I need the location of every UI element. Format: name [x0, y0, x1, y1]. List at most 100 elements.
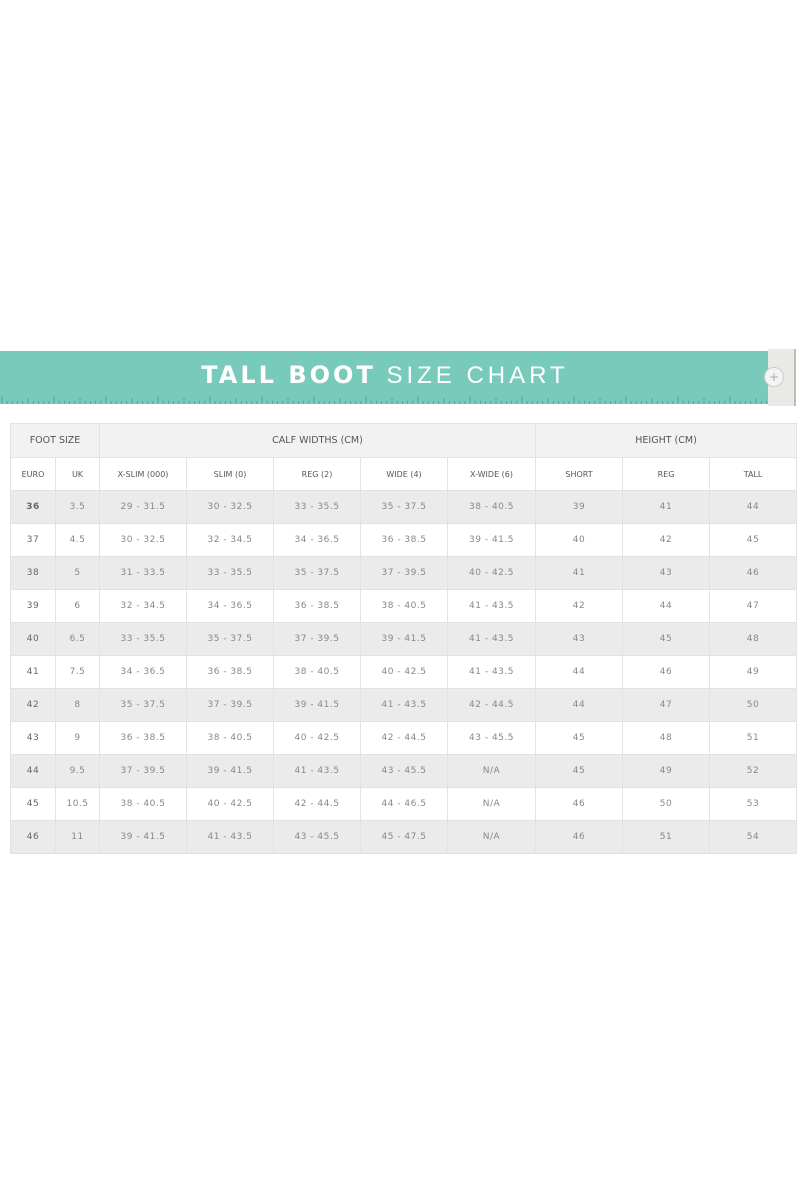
- table-cell: 39 - 41.5: [446, 523, 537, 557]
- table-cell: 41 - 43.5: [360, 688, 448, 722]
- table-cell: 47: [709, 589, 798, 623]
- table-row: 46 11 39 - 41.5 41 - 43.5 43 - 45.5 45 - 47.5…: [10, 820, 798, 854]
- table-cell: 36 - 38.5: [273, 589, 361, 623]
- ruler-end-tab: +: [764, 349, 796, 406]
- table-cell: 39 - 41.5: [273, 688, 361, 722]
- table-cell: 39: [10, 589, 56, 623]
- table-cell: 43 - 45.5: [273, 820, 361, 854]
- table-row: 43 9 36 - 38.5 38 - 40.5 40 - 42.5 42 - 44.5 4…: [10, 721, 798, 755]
- table-cell: 41 - 43.5: [446, 622, 537, 656]
- table-cell: 54: [709, 820, 798, 854]
- table-cell: 37: [10, 523, 56, 557]
- table-cell: 38 - 40.5: [99, 787, 187, 821]
- group-foot-size: FOOT SIZE: [10, 423, 100, 458]
- table-cell: 32 - 34.5: [186, 523, 274, 557]
- table-cell: 47: [622, 688, 711, 722]
- table-cell: 33 - 35.5: [273, 490, 361, 524]
- table-cell: 40: [10, 622, 56, 656]
- table-cell: 51: [709, 721, 798, 755]
- table-cell: 44: [622, 589, 711, 623]
- column-header: SHORT: [535, 457, 624, 491]
- table-cell: 9: [55, 721, 100, 755]
- table-cell: 46: [535, 787, 624, 821]
- table-cell: 43: [10, 721, 56, 755]
- column-header: SLIM (0): [186, 457, 274, 491]
- table-cell: 45: [10, 787, 56, 821]
- table-cell: 46: [709, 556, 798, 590]
- table-cell: 35 - 37.5: [186, 622, 274, 656]
- table-cell: 30 - 32.5: [99, 523, 187, 557]
- table-cell: 45: [622, 622, 711, 656]
- table-cell: 39: [535, 490, 624, 524]
- table-cell: N/A: [446, 754, 537, 788]
- table-cell: 36 - 38.5: [186, 655, 274, 689]
- table-row: 44 9.5 37 - 39.5 39 - 41.5 41 - 43.5 43 - 45.…: [10, 754, 798, 788]
- table-cell: 45: [709, 523, 798, 557]
- table-cell: 6.5: [55, 622, 100, 656]
- table-row: 36 3.5 29 - 31.5 30 - 32.5 33 - 35.5 35 - 37.…: [10, 490, 798, 524]
- table-cell: 29 - 31.5: [99, 490, 187, 524]
- table-cell: 46: [535, 820, 624, 854]
- table-cell: 41: [622, 490, 711, 524]
- table-cell: 40 - 42.5: [273, 721, 361, 755]
- table-cell: 35 - 37.5: [273, 556, 361, 590]
- table-cell: 41 - 43.5: [446, 589, 537, 623]
- table-cell: 4.5: [55, 523, 100, 557]
- table-cell: 34 - 36.5: [186, 589, 274, 623]
- table-cell: 36: [10, 490, 56, 524]
- table-cell: 41 - 43.5: [186, 820, 274, 854]
- table-cell: 42: [622, 523, 711, 557]
- title-bold: TALL BOOT: [201, 361, 376, 389]
- table-cell: 10.5: [55, 787, 100, 821]
- table-cell: 42: [10, 688, 56, 722]
- table-cell: 44: [10, 754, 56, 788]
- table-cell: 7.5: [55, 655, 100, 689]
- column-header: EURO: [10, 457, 56, 491]
- table-cell: 5: [55, 556, 100, 590]
- table-cell: 44: [535, 655, 624, 689]
- table-cell: 38 - 40.5: [273, 655, 361, 689]
- column-header: REG: [622, 457, 711, 491]
- table-cell: 40: [535, 523, 624, 557]
- table-row: 41 7.5 34 - 36.5 36 - 38.5 38 - 40.5 40 - 42.…: [10, 655, 798, 689]
- table-cell: 52: [709, 754, 798, 788]
- table-cell: 43 - 45.5: [360, 754, 448, 788]
- table-cell: 48: [622, 721, 711, 755]
- table-cell: 40 - 42.5: [186, 787, 274, 821]
- table-row: 39 6 32 - 34.5 34 - 36.5 36 - 38.5 38 - 40.5 4…: [10, 589, 798, 623]
- table-cell: 43: [622, 556, 711, 590]
- table-cell: 38 - 40.5: [446, 490, 537, 524]
- table-cell: 41: [10, 655, 56, 689]
- table-cell: N/A: [446, 787, 537, 821]
- plus-circle-icon: +: [764, 367, 784, 387]
- table-row: 45 10.5 38 - 40.5 40 - 42.5 42 - 44.5 44 - 46…: [10, 787, 798, 821]
- table-cell: 50: [709, 688, 798, 722]
- table-cell: 30 - 32.5: [186, 490, 274, 524]
- table-cell: 41 - 43.5: [446, 655, 537, 689]
- table-cell: 36 - 38.5: [360, 523, 448, 557]
- table-cell: 42 - 44.5: [273, 787, 361, 821]
- table-cell: 39 - 41.5: [186, 754, 274, 788]
- table-cell: 38: [10, 556, 56, 590]
- title-light: SIZE CHART: [386, 362, 569, 389]
- table-cell: 44: [535, 688, 624, 722]
- table-cell: 9.5: [55, 754, 100, 788]
- column-header: TALL: [709, 457, 798, 491]
- table-cell: 50: [622, 787, 711, 821]
- table-row: 42 8 35 - 37.5 37 - 39.5 39 - 41.5 41 - 43.5 4…: [10, 688, 798, 722]
- table-cell: 37 - 39.5: [186, 688, 274, 722]
- table-cell: 45: [535, 754, 624, 788]
- size-chart-banner: TALL BOOT SIZE CHART: [0, 351, 770, 404]
- table-cell: 37 - 39.5: [273, 622, 361, 656]
- table-cell: 44 - 46.5: [360, 787, 448, 821]
- table-cell: 11: [55, 820, 100, 854]
- table-cell: 41: [535, 556, 624, 590]
- table-cell: 37 - 39.5: [99, 754, 187, 788]
- table-cell: 45: [535, 721, 624, 755]
- table-cell: 39 - 41.5: [360, 622, 448, 656]
- table-cell: 43: [535, 622, 624, 656]
- table-cell: 3.5: [55, 490, 100, 524]
- table-cell: 46: [622, 655, 711, 689]
- column-header: WIDE (4): [360, 457, 448, 491]
- table-cell: N/A: [446, 820, 537, 854]
